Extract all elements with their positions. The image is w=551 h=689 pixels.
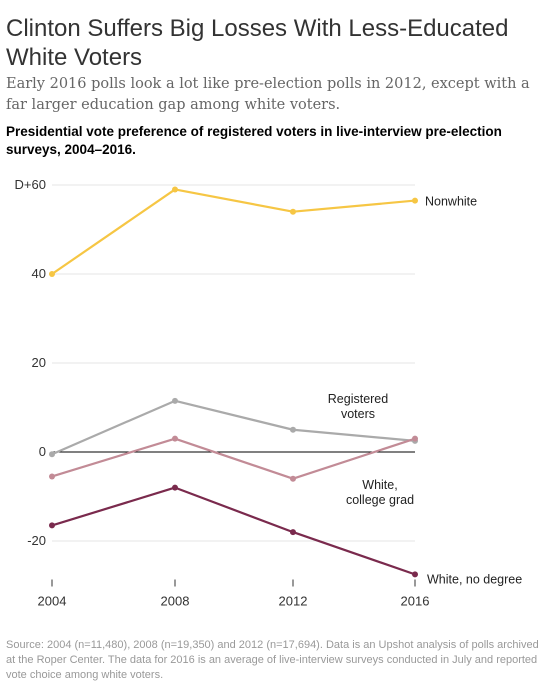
- series-label: Nonwhite: [425, 195, 477, 209]
- x-tick-label: 2016: [401, 594, 430, 609]
- data-point: [290, 529, 296, 536]
- source-note: Source: 2004 (n=11,480), 2008 (n=19,350)…: [6, 639, 539, 681]
- series-lines: [51, 188, 416, 576]
- x-axis: 2004 2008 2012 2016: [38, 579, 430, 609]
- y-tick-label: 20: [32, 355, 46, 370]
- series-line: [51, 399, 416, 456]
- series-label: Registered voters: [328, 392, 388, 421]
- dek: Early 2016 polls look a lot like pre-ele…: [6, 76, 530, 113]
- data-point: [49, 473, 55, 480]
- chart-title: Presidential vote preference of register…: [6, 124, 502, 157]
- series-line: [51, 486, 416, 576]
- data-point: [172, 397, 178, 404]
- series-points: [49, 186, 418, 578]
- data-point: [49, 271, 55, 277]
- y-tick-label: -20: [27, 533, 46, 548]
- series-line: [51, 437, 416, 480]
- data-point: [412, 197, 418, 204]
- data-point: [172, 186, 178, 193]
- gridlines: [52, 184, 415, 542]
- data-point: [290, 208, 296, 215]
- x-tick-label: 2008: [161, 594, 190, 609]
- data-point: [49, 451, 55, 458]
- x-tick-label: 2004: [38, 594, 67, 609]
- series-label: White, no degree: [427, 572, 522, 586]
- line-chart: D+60 40 20 0 -20 2004 2008 2012 2016 Nonwhite Re…: [15, 177, 523, 609]
- data-point: [412, 571, 418, 578]
- y-tick-label: 0: [39, 444, 46, 459]
- data-point: [290, 475, 296, 482]
- headline: Clinton Suffers Big Losses With Less-Edu…: [6, 15, 509, 71]
- y-tick-label: 40: [32, 266, 46, 281]
- y-tick-label: D+60: [15, 177, 46, 192]
- data-point: [412, 435, 418, 442]
- series-line: [51, 188, 416, 275]
- data-point: [172, 484, 178, 491]
- x-tick-label: 2012: [279, 594, 308, 609]
- y-axis: D+60 40 20 0 -20: [15, 177, 46, 548]
- series-labels: Nonwhite Registered voters White, college gr…: [328, 195, 522, 587]
- data-point: [49, 522, 55, 529]
- data-point: [172, 435, 178, 442]
- series-label: White, college grad: [346, 478, 414, 507]
- data-point: [290, 426, 296, 433]
